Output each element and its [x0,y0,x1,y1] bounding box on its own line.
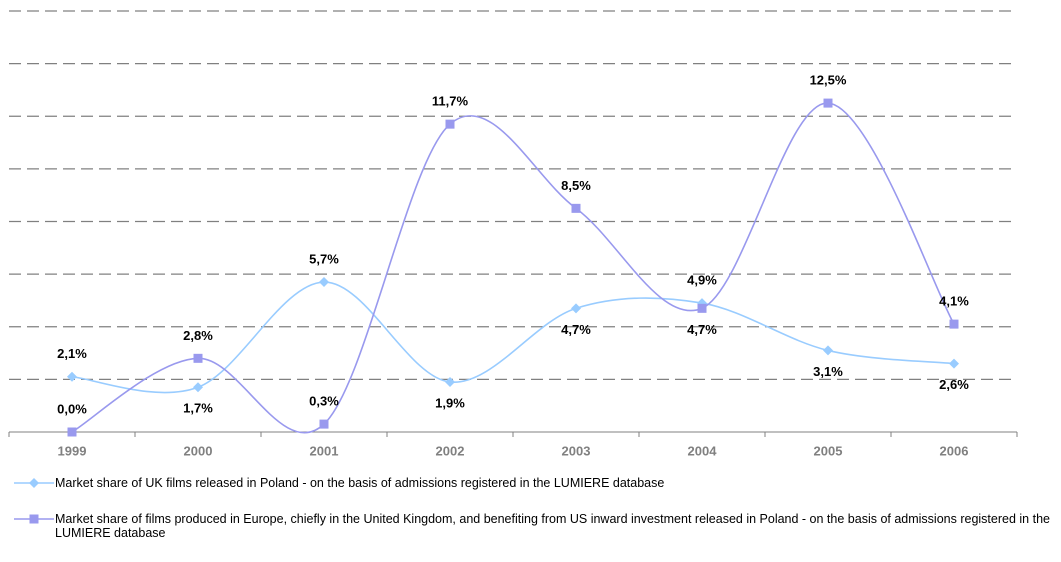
marker [823,345,833,356]
marker [193,353,203,363]
marker [445,119,455,129]
chart: 1999 2000 2001 2002 2003 2004 2005 2006 2,1% 1,7%… [8,10,1018,458]
x-tick-label: 2003 [562,443,591,458]
value-label: 12,5% [810,73,847,88]
x-tick-label: 2006 [940,443,969,458]
value-label: 2,1% [57,346,87,361]
value-label: 4,1% [939,294,969,309]
value-label: 1,9% [435,395,465,410]
marker [67,427,77,437]
value-label: 3,1% [813,364,843,379]
marker [571,203,581,213]
x-tick-label: 2001 [310,443,339,458]
marker [67,371,77,382]
legend-label: Market share of films produced in Europe… [55,512,1050,540]
marker [29,478,39,488]
value-label: 5,7% [309,251,339,266]
value-label: 4,7% [687,322,717,337]
x-tick-label: 2005 [814,443,843,458]
value-label: 4,9% [687,273,717,288]
value-label: 2,6% [939,377,969,392]
marker [571,303,581,314]
marker [949,358,959,369]
value-label: 0,0% [57,401,87,416]
x-tick-label: 2002 [436,443,465,458]
series-line [71,102,955,434]
marker [193,382,203,393]
marker [29,514,39,524]
value-label: 4,7% [561,322,591,337]
x-tick-label: 2004 [688,443,718,458]
marker [445,377,455,388]
series-line [71,281,955,394]
legend: Market share of UK films released in Pol… [0,476,1061,562]
legend-item: Market share of films produced in Europe… [0,512,1058,540]
x-tick-label: 1999 [58,443,87,458]
marker [949,319,959,329]
marker [697,303,707,313]
x-tick-label: 2000 [184,443,213,458]
legend-icon [14,514,54,524]
marker [319,277,329,288]
legend-icon [14,478,54,488]
legend-label: Market share of UK films released in Pol… [55,476,665,490]
marker [823,98,833,108]
value-label: 8,5% [561,178,591,193]
value-label: 2,8% [183,328,213,343]
marker [319,419,329,429]
value-label: 11,7% [432,94,469,109]
value-label: 1,7% [183,401,213,416]
value-label: 0,3% [309,394,339,409]
legend-item: Market share of UK films released in Pol… [0,476,1058,490]
